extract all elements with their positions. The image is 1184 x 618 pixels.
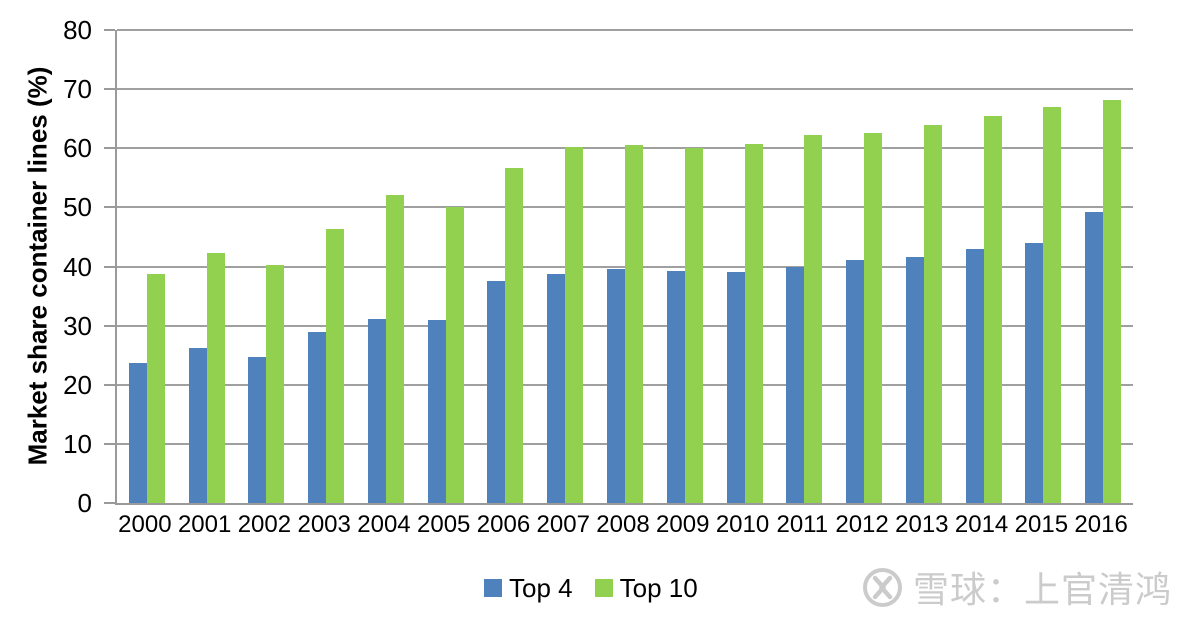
x-tick-label: 2012 bbox=[835, 511, 889, 538]
legend: Top 4 Top 10 bbox=[484, 575, 698, 601]
y-tick-label: 10 bbox=[63, 428, 92, 459]
y-tick-mark bbox=[104, 324, 115, 327]
x-tick-label: 2002 bbox=[237, 511, 292, 538]
legend-label: Top 10 bbox=[619, 573, 698, 603]
bar-top-4-2012 bbox=[846, 260, 865, 503]
y-tick-label: 60 bbox=[63, 133, 92, 164]
y-tick-mark bbox=[104, 502, 115, 504]
bar-top-4-2003 bbox=[308, 331, 327, 503]
bar-top-4-2002 bbox=[248, 356, 267, 503]
x-tick-label: 2015 bbox=[1014, 511, 1069, 538]
bar-top-4-2011 bbox=[786, 266, 805, 503]
bar-top-10-2003 bbox=[326, 229, 345, 503]
bar-top-10-2016 bbox=[1103, 99, 1122, 503]
y-tick-label: 70 bbox=[63, 74, 92, 105]
y-tick-label: 0 bbox=[77, 488, 92, 518]
gridline bbox=[117, 29, 1133, 31]
bar-top-10-2000 bbox=[146, 273, 165, 503]
y-tick-mark bbox=[104, 88, 115, 91]
bar-top-4-2009 bbox=[666, 271, 685, 503]
watermark-text: 雪球：上官清鸿 bbox=[912, 569, 1172, 610]
x-tick-label: 2009 bbox=[656, 511, 710, 538]
legend-item-top-4: Top 4 bbox=[484, 575, 573, 601]
bar-top-4-2008 bbox=[607, 269, 625, 503]
x-tick-label: 2001 bbox=[177, 511, 232, 538]
x-tick-label: 2007 bbox=[536, 511, 590, 538]
plot-area bbox=[115, 29, 1133, 505]
bar-top-4-2000 bbox=[128, 363, 147, 503]
x-tick-label: 2004 bbox=[357, 511, 411, 538]
y-tick-mark bbox=[104, 29, 115, 31]
legend-swatch bbox=[594, 579, 613, 597]
x-tick-label: 2010 bbox=[715, 511, 770, 538]
legend-swatch bbox=[484, 579, 502, 597]
bar-top-10-2005 bbox=[445, 206, 464, 503]
y-tick-mark bbox=[104, 206, 115, 209]
bar-top-4-2016 bbox=[1085, 212, 1104, 503]
bar-top-4-2005 bbox=[427, 320, 446, 503]
bar-top-10-2001 bbox=[206, 252, 225, 503]
y-tick-label: 50 bbox=[63, 192, 92, 223]
bar-top-10-2013 bbox=[923, 125, 942, 503]
x-tick-label: 2006 bbox=[476, 511, 531, 538]
y-tick-label: 30 bbox=[63, 310, 92, 341]
x-tick-label: 2016 bbox=[1074, 511, 1128, 538]
x-tick-label: 2014 bbox=[954, 511, 1009, 538]
bar-top-10-2012 bbox=[864, 133, 883, 503]
bar-top-10-2004 bbox=[385, 194, 404, 503]
xueqiu-logo-icon bbox=[862, 567, 902, 607]
watermark: 雪球：上官清鸿 bbox=[861, 561, 1172, 613]
bar-top-10-2014 bbox=[983, 115, 1002, 503]
bar-top-10-2011 bbox=[804, 135, 823, 503]
y-tick-label: 80 bbox=[63, 15, 92, 45]
x-tick-label: 2013 bbox=[895, 511, 949, 538]
x-tick-label: 2005 bbox=[417, 511, 471, 538]
bar-top-10-2010 bbox=[744, 143, 763, 503]
bar-top-4-2015 bbox=[1025, 242, 1044, 503]
x-tick-label: 2003 bbox=[297, 511, 351, 538]
x-tick-label: 2000 bbox=[118, 511, 172, 538]
bar-top-4-2004 bbox=[367, 319, 386, 503]
y-tick-mark bbox=[104, 265, 115, 268]
bar-top-4-2001 bbox=[188, 348, 207, 503]
bar-top-4-2007 bbox=[547, 274, 566, 503]
x-tick-label: 2008 bbox=[596, 511, 650, 538]
y-tick-mark bbox=[104, 147, 115, 150]
bar-top-4-2014 bbox=[965, 249, 984, 503]
x-tick-label: 2011 bbox=[776, 511, 829, 538]
y-tick-label: 40 bbox=[63, 251, 92, 282]
bar-top-10-2007 bbox=[565, 147, 584, 503]
gridline bbox=[117, 88, 1133, 91]
y-tick-label: 20 bbox=[63, 369, 92, 400]
bar-top-10-2008 bbox=[625, 144, 643, 503]
bar-top-10-2015 bbox=[1043, 106, 1062, 503]
legend-label: Top 4 bbox=[509, 573, 573, 603]
bar-top-4-2013 bbox=[905, 257, 924, 503]
bar-top-4-2010 bbox=[726, 272, 745, 503]
y-tick-mark bbox=[104, 442, 115, 445]
legend-item-top-10: Top 10 bbox=[594, 573, 698, 603]
y-tick-mark bbox=[104, 383, 115, 386]
bar-top-4-2006 bbox=[487, 280, 506, 503]
bar-top-10-2009 bbox=[684, 147, 703, 503]
bar-top-10-2002 bbox=[266, 265, 285, 503]
bar-top-10-2006 bbox=[505, 167, 524, 503]
